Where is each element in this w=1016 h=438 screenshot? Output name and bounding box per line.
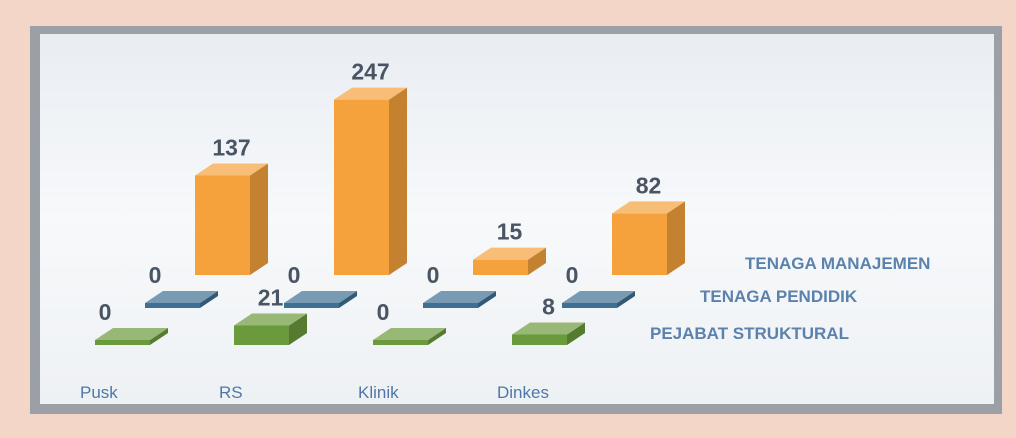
bar [234,313,307,345]
bar [195,163,268,275]
value-label: 8 [542,293,555,319]
bar-side [567,322,585,345]
bar-side [339,291,357,308]
bar-front [473,259,528,275]
bar-front [95,340,150,345]
value-label: 21 [258,285,284,311]
bar-side [667,201,685,275]
value-label: 0 [566,262,579,288]
bar-side [528,247,546,275]
legend-label: TENAGA PENDIDIK [700,287,858,306]
category-label: Pusk [80,383,118,402]
bar-side [389,87,407,275]
bar-top [95,328,168,340]
bar-top [512,322,585,335]
value-label: 0 [288,262,301,288]
bar-top [473,247,546,260]
bar [512,322,585,345]
value-label: 0 [99,299,112,325]
bar [612,201,685,275]
bar-side [478,291,496,308]
bar-top [195,163,268,176]
bar [334,87,407,275]
bar-top [562,291,635,303]
bar-side [150,328,168,345]
bar-top [612,201,685,214]
bar-side [428,328,446,345]
bar-top [423,291,496,303]
bar-front [234,325,289,345]
value-label: 0 [377,299,390,325]
bar-front [562,303,617,308]
bar-side [250,163,268,275]
legend-label: PEJABAT STRUKTURAL [650,324,849,343]
bar-side [617,291,635,308]
bar-front [373,340,428,345]
bar-front [423,303,478,308]
bar-top [145,291,218,303]
bar-side [289,313,307,345]
plot: TENAGA MANAJEMEN 137 247 15 82 TENAGA PENDIDI… [80,59,930,402]
value-label: 0 [149,262,162,288]
bar-top [373,328,446,340]
bar-front [145,303,200,308]
bar-front [334,99,389,275]
bar-front [195,175,250,275]
bar-front [612,213,667,275]
bar-top [284,291,357,303]
category-label: Dinkes [497,383,549,402]
bar-top [334,87,407,100]
value-label: 0 [427,262,440,288]
bar [373,328,446,345]
bar [473,247,546,275]
bar [145,291,218,308]
value-label: 15 [497,219,523,245]
value-label: 247 [351,59,389,85]
bar [95,328,168,345]
bar-top [234,313,307,326]
bar-front [512,334,567,345]
bar-front [284,303,339,308]
bar-side [200,291,218,308]
bar [423,291,496,308]
category-label: Klinik [358,383,399,402]
value-label: 137 [212,134,250,160]
category-label: RS [219,383,243,402]
legend-label: TENAGA MANAJEMEN [745,254,930,273]
bar [562,291,635,308]
bar [284,291,357,308]
value-label: 82 [636,172,662,198]
